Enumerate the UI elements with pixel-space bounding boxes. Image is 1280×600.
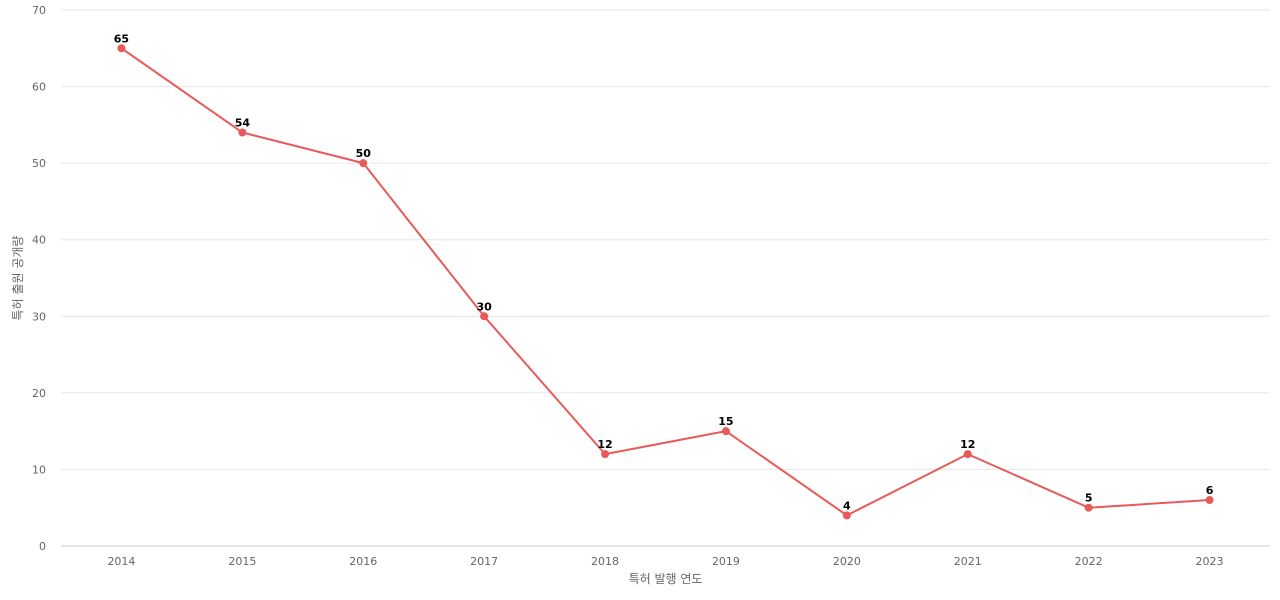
data-label-2014: 65	[114, 32, 129, 45]
x-tick-label-2023: 2023	[1196, 555, 1224, 568]
x-tick-label-2018: 2018	[591, 555, 619, 568]
data-label-2021: 12	[960, 438, 975, 451]
y-axis-title: 특허 출원 공개량	[11, 236, 25, 321]
x-tick-label-2021: 2021	[954, 555, 982, 568]
y-tick-label-0: 0	[39, 540, 46, 553]
y-tick-label-60: 60	[32, 81, 46, 94]
data-label-2022: 5	[1085, 492, 1093, 505]
data-point-2017	[480, 312, 489, 321]
x-tick-label-2020: 2020	[833, 555, 861, 568]
y-tick-label-70: 70	[32, 4, 46, 17]
x-tick-label-2017: 2017	[470, 555, 498, 568]
y-tick-label-20: 20	[32, 387, 46, 400]
data-label-2018: 12	[597, 438, 612, 451]
data-label-2016: 50	[356, 147, 372, 160]
x-tick-label-2015: 2015	[228, 555, 256, 568]
gridlines	[61, 9, 1270, 470]
data-point-2016	[359, 159, 368, 168]
y-tick-label-50: 50	[32, 157, 46, 170]
series-0	[117, 44, 1214, 520]
x-tick-label-2014: 2014	[107, 555, 135, 568]
y-tick-label-30: 30	[32, 310, 46, 323]
data-point-2018	[601, 450, 610, 459]
data-point-2014	[117, 44, 126, 53]
data-label-2023: 6	[1206, 484, 1214, 497]
x-axis-title: 특허 발행 연도	[629, 571, 703, 586]
data-point-2020	[842, 511, 851, 520]
data-point-2015	[238, 128, 247, 137]
data-label-2020: 4	[843, 499, 851, 512]
x-tick-label-2022: 2022	[1075, 555, 1103, 568]
y-tick-label-10: 10	[32, 463, 46, 476]
x-tick-label-2019: 2019	[712, 555, 740, 568]
data-point-2021	[963, 450, 972, 459]
x-tick-label-2016: 2016	[349, 555, 377, 568]
x-axis-ticks: 2014 2015 2016 2017 2018 2019 2020 2021 2022 2023	[107, 555, 1223, 568]
data-labels: 65 54 50 30 12 15 4 12 5 6	[114, 32, 1214, 512]
data-label-2015: 54	[235, 117, 251, 130]
series-line	[120, 47, 1211, 517]
data-point-2023	[1205, 496, 1214, 505]
data-point-2019	[721, 427, 730, 436]
data-label-2017: 30	[476, 300, 492, 313]
data-point-2022	[1084, 503, 1093, 512]
y-tick-label-40: 40	[32, 234, 46, 247]
data-label-2019: 15	[718, 415, 733, 428]
y-axis-ticks: 0 10 20 30 40 50 60 70	[32, 4, 46, 553]
